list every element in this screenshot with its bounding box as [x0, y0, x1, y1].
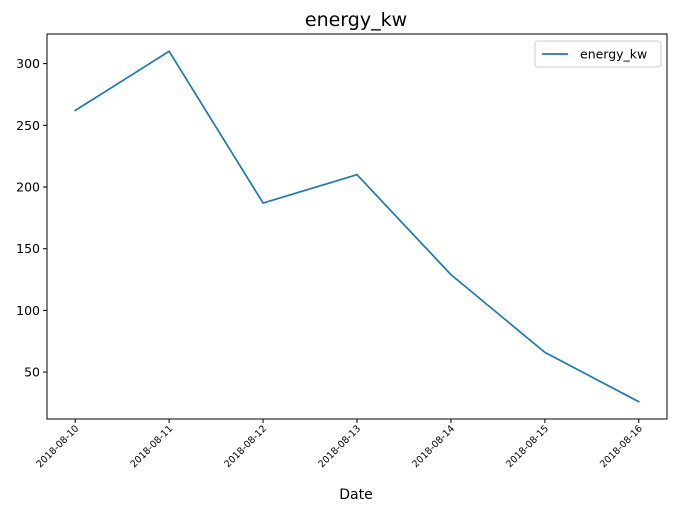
- y-tick-label: 250: [16, 118, 40, 133]
- legend-box: [534, 40, 662, 68]
- y-tick-label: 100: [16, 303, 40, 318]
- chart-title: energy_kw: [305, 9, 407, 31]
- series-line-energy_kw: [74, 50, 640, 403]
- y-axis: 50 100 150 200 250 300: [16, 56, 47, 380]
- y-tick-label: 150: [16, 241, 40, 256]
- y-tick-label: 50: [24, 365, 40, 380]
- x-axis-label: Date: [339, 487, 372, 503]
- plot-marks: [74, 50, 640, 403]
- legend-label: energy_kw: [580, 47, 647, 62]
- legend: energy_kw: [534, 40, 662, 68]
- y-tick-label: 300: [16, 56, 40, 71]
- y-tick-label: 200: [16, 180, 40, 195]
